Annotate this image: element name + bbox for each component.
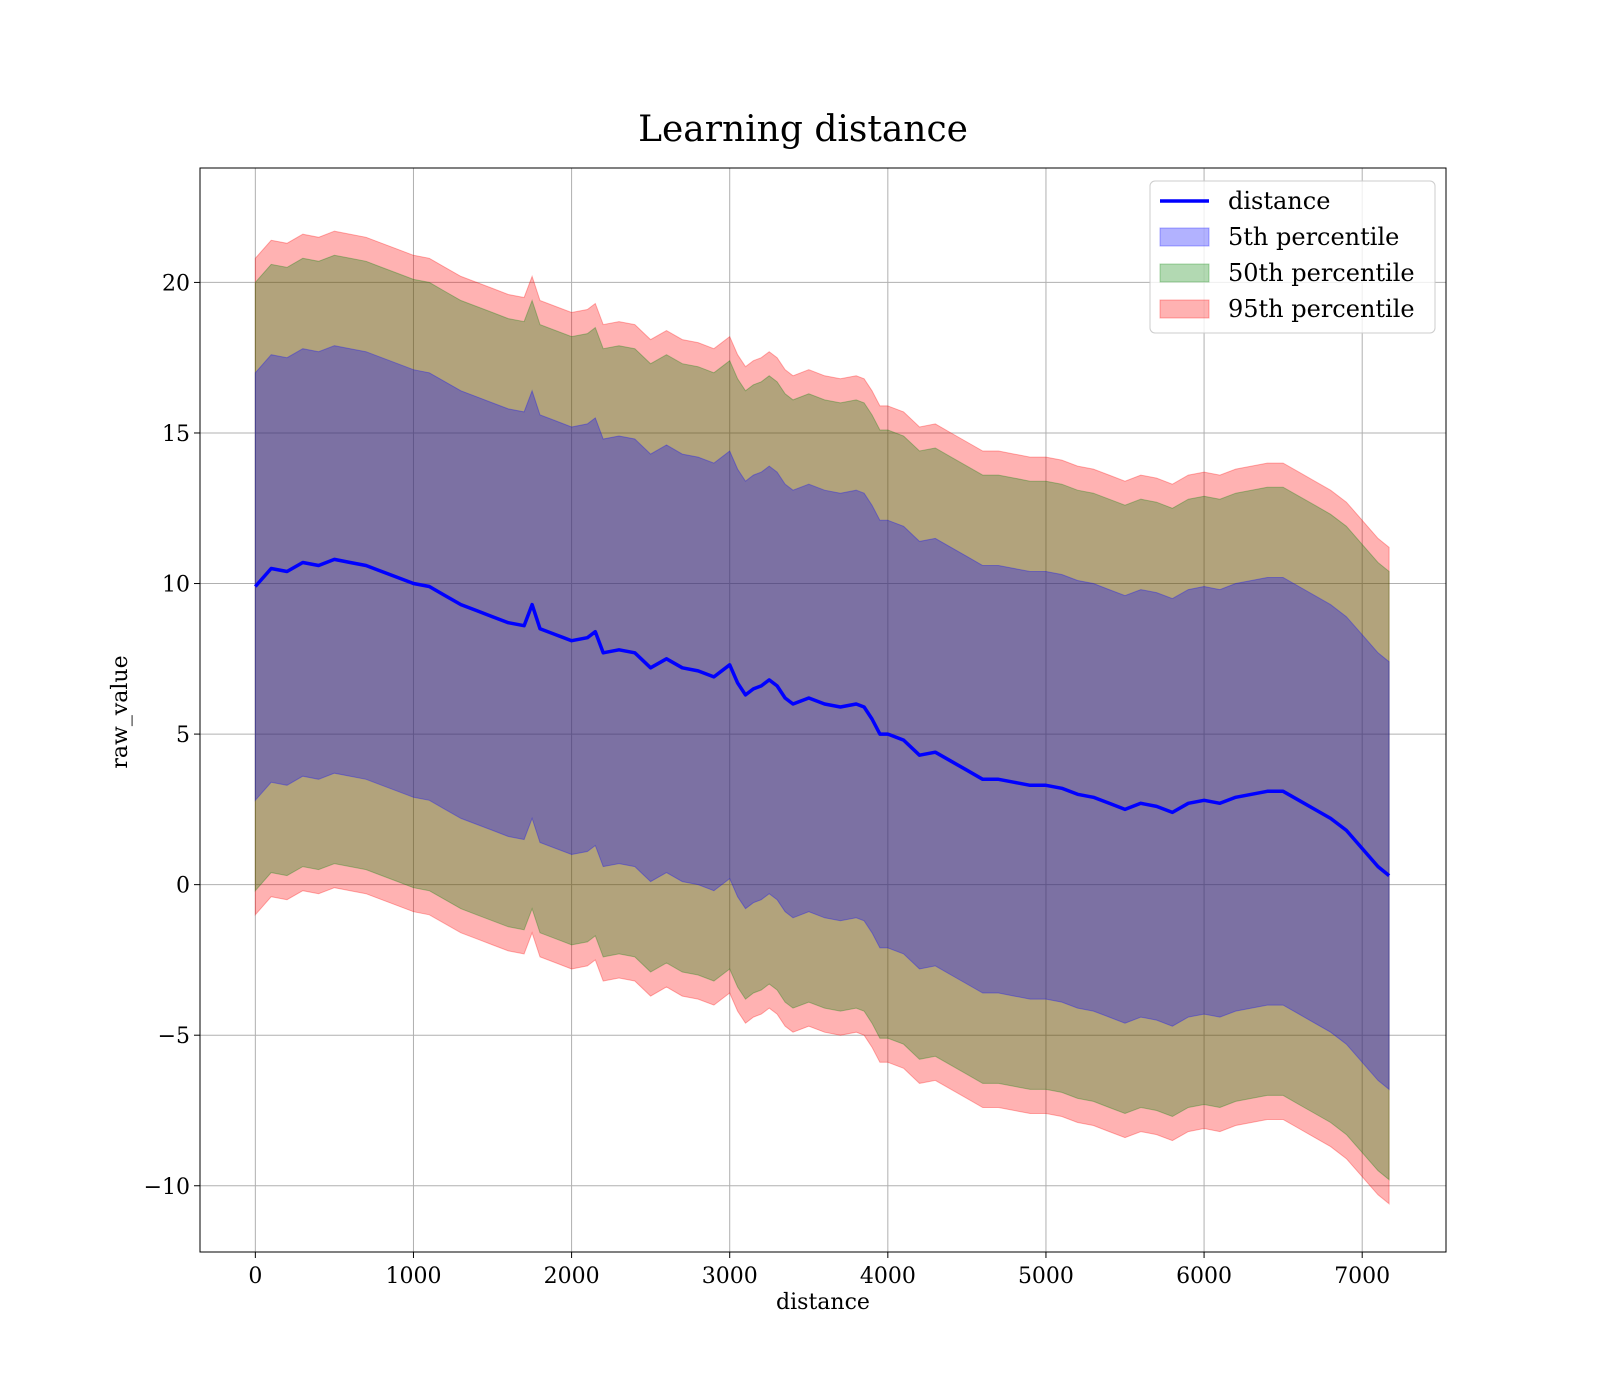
distance-line: [253, 557, 1391, 877]
legend-entry-label: 95th percentile: [1228, 295, 1415, 323]
y-tick-label: −10: [144, 1175, 190, 1200]
x-axis-label: distance: [776, 1290, 870, 1315]
legend-entry-label: 50th percentile: [1228, 259, 1415, 287]
y-tick-label: −5: [158, 1024, 190, 1049]
percentile-bands: [254, 230, 1390, 1205]
x-tick-label: 3000: [702, 1264, 758, 1289]
band-50th-percentile: [254, 254, 1390, 1181]
y-axis-ticks: −10 −5 0 5 10 15 20: [144, 271, 200, 1200]
y-tick-label: 15: [162, 422, 190, 447]
y-tick-label: 10: [162, 573, 190, 598]
x-tick-label: 7000: [1334, 1264, 1390, 1289]
x-tick-label: 5000: [1018, 1264, 1074, 1289]
legend-swatch-patch: [1159, 299, 1210, 319]
x-axis-ticks: 0 1000 2000 3000 4000 5000 6000 7000: [248, 1252, 1390, 1289]
legend-box: [1149, 180, 1436, 334]
band-95th-percentile: [254, 230, 1390, 1205]
y-tick-label: 5: [176, 723, 190, 748]
x-tick-label: 0: [248, 1264, 262, 1289]
legend-entry-label: distance: [1228, 187, 1330, 215]
legend-swatch-patch: [1159, 263, 1210, 283]
y-axis-label: raw_value: [108, 655, 133, 768]
x-tick-label: 1000: [385, 1264, 441, 1289]
plot-frame: [199, 167, 1447, 1253]
y-tick-label: 0: [176, 874, 190, 899]
chart-title: Learning distance: [638, 109, 968, 150]
band-5th-percentile: [254, 345, 1390, 1091]
x-tick-label: 4000: [860, 1264, 916, 1289]
legend-entry-label: 5th percentile: [1228, 223, 1399, 251]
legend-swatch-patch: [1159, 227, 1210, 247]
grid: [200, 168, 1446, 1252]
legend: distance 5th percentile 50th percentile 95t…: [1149, 180, 1436, 334]
x-tick-label: 6000: [1176, 1264, 1232, 1289]
y-tick-label: 20: [162, 271, 190, 296]
x-tick-label: 2000: [544, 1264, 600, 1289]
series-lines: [253, 557, 1391, 877]
